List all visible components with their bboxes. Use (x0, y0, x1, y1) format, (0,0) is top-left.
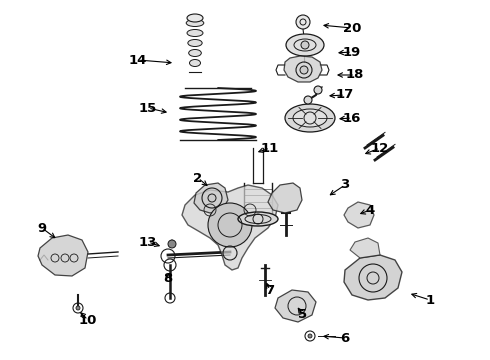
Text: 11: 11 (261, 141, 279, 154)
Text: 4: 4 (366, 203, 375, 216)
Ellipse shape (293, 109, 327, 127)
Ellipse shape (188, 40, 202, 46)
Circle shape (308, 334, 312, 338)
Text: 13: 13 (139, 235, 157, 248)
Text: 7: 7 (266, 284, 274, 297)
Polygon shape (344, 202, 374, 228)
Ellipse shape (238, 212, 278, 226)
Polygon shape (38, 235, 88, 276)
Text: 10: 10 (79, 314, 97, 327)
Polygon shape (194, 183, 228, 213)
Text: 20: 20 (343, 22, 361, 35)
Polygon shape (344, 255, 402, 300)
Circle shape (304, 96, 312, 104)
Text: 15: 15 (139, 102, 157, 114)
Text: 14: 14 (129, 54, 147, 67)
Text: 3: 3 (341, 179, 350, 192)
Ellipse shape (286, 34, 324, 56)
Polygon shape (284, 56, 322, 82)
Text: 1: 1 (425, 293, 435, 306)
Circle shape (208, 194, 216, 202)
Ellipse shape (285, 104, 335, 132)
Ellipse shape (186, 19, 204, 27)
Circle shape (301, 41, 309, 49)
Circle shape (76, 306, 80, 310)
Text: 9: 9 (37, 221, 47, 234)
Circle shape (314, 86, 322, 94)
Circle shape (208, 203, 252, 247)
Text: 12: 12 (371, 141, 389, 154)
Polygon shape (268, 183, 302, 213)
Ellipse shape (187, 14, 203, 22)
Text: 5: 5 (298, 309, 308, 321)
Polygon shape (182, 185, 278, 270)
Text: 6: 6 (341, 332, 350, 345)
Text: 17: 17 (336, 89, 354, 102)
Polygon shape (275, 290, 316, 322)
Text: 18: 18 (346, 68, 364, 81)
Circle shape (296, 15, 310, 29)
Circle shape (300, 66, 308, 74)
Circle shape (168, 240, 176, 248)
Ellipse shape (190, 59, 200, 67)
Ellipse shape (189, 49, 201, 57)
Text: 8: 8 (163, 271, 172, 284)
Text: 2: 2 (194, 171, 202, 184)
Text: 16: 16 (343, 112, 361, 125)
Polygon shape (350, 238, 380, 258)
Text: 19: 19 (343, 45, 361, 58)
Ellipse shape (187, 30, 203, 36)
